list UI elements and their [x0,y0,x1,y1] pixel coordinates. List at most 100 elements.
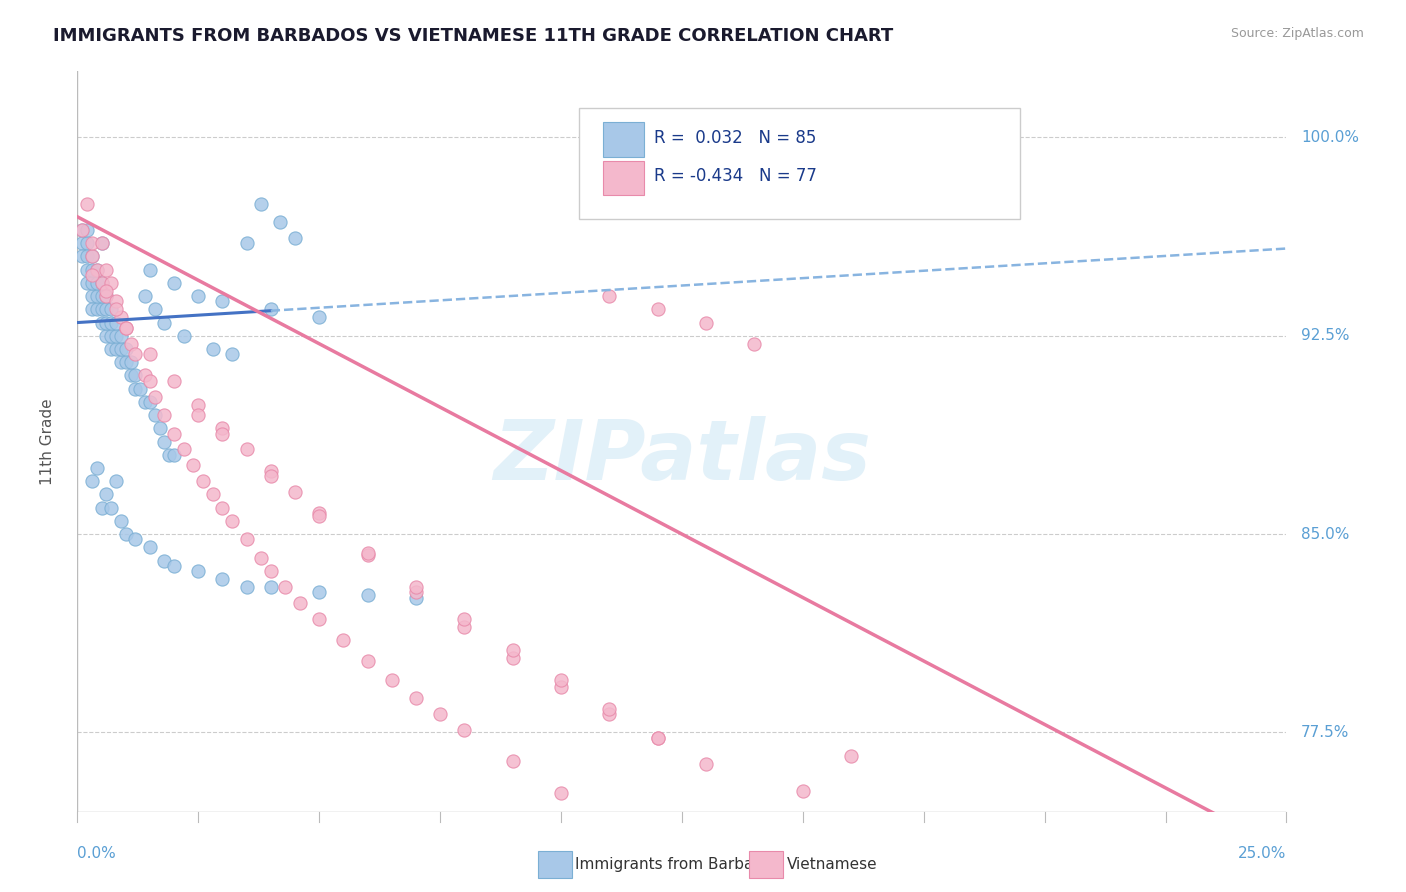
Point [405,580,427,594]
Point [163,276,186,290]
Point [86,289,108,303]
Point [76,250,98,264]
Point [80,474,103,488]
Point [90,276,112,290]
Point [114,321,136,335]
Text: R = -0.434   N = 77: R = -0.434 N = 77 [654,168,817,186]
Text: Immigrants from Barbados: Immigrants from Barbados [575,857,780,871]
Point [187,289,209,303]
Point [86,262,108,277]
Point [647,731,669,745]
Point [120,355,142,369]
Text: 25.0%: 25.0% [1239,847,1286,861]
Point [695,757,717,772]
Point [260,564,283,578]
Point [100,316,122,330]
Point [90,236,112,251]
Point [405,591,427,605]
Point [153,434,176,449]
Point [308,508,330,523]
Point [221,514,243,528]
Point [274,580,297,594]
Point [153,408,176,422]
Point [598,706,620,721]
Point [284,484,307,499]
Point [90,236,112,251]
FancyBboxPatch shape [579,108,1021,219]
Point [86,302,108,317]
Point [100,500,122,515]
Point [134,395,156,409]
Point [187,408,209,422]
Point [211,500,233,515]
Point [105,316,128,330]
Point [502,755,524,769]
Point [308,506,330,520]
Point [153,316,176,330]
Point [110,342,132,356]
Point [502,643,524,657]
Point [211,294,233,309]
Point [695,316,717,330]
Point [143,408,166,422]
Point [598,701,620,715]
Point [96,289,118,303]
Point [191,474,214,488]
Point [163,374,186,388]
Point [792,783,814,797]
Point [550,673,572,687]
Point [114,321,136,335]
Point [76,262,98,277]
Point [157,448,180,462]
Point [114,342,136,356]
Point [76,196,98,211]
Point [356,548,378,562]
Point [96,302,118,317]
Point [100,302,122,317]
Text: Source: ZipAtlas.com: Source: ZipAtlas.com [1230,27,1364,40]
Point [90,302,112,317]
Point [120,336,142,351]
Text: 77.5%: 77.5% [1301,725,1350,739]
Point [100,342,122,356]
Point [80,276,103,290]
Point [76,236,98,251]
Point [86,461,108,475]
Text: 92.5%: 92.5% [1301,328,1350,343]
Point [80,268,103,282]
Point [260,580,283,594]
Text: 0.0%: 0.0% [77,847,117,861]
Point [201,342,224,356]
Point [453,620,475,634]
Point [356,588,378,602]
Point [187,397,209,411]
Text: 100.0%: 100.0% [1301,130,1360,145]
Point [139,395,162,409]
Point [139,374,162,388]
Point [453,723,475,737]
Point [114,527,136,541]
Point [80,262,103,277]
Point [80,250,103,264]
Point [405,691,427,706]
Point [550,786,572,800]
Point [96,284,118,298]
Point [502,651,524,665]
Point [647,731,669,745]
Text: R =  0.032   N = 85: R = 0.032 N = 85 [654,129,817,147]
Point [183,458,205,473]
Point [173,442,195,457]
Point [90,500,112,515]
Point [80,250,103,264]
Point [105,342,128,356]
Point [163,558,186,573]
Point [235,533,257,547]
Point [80,289,103,303]
Point [308,612,330,626]
Point [139,347,162,361]
Point [744,336,766,351]
FancyBboxPatch shape [603,161,644,195]
Point [163,448,186,462]
Point [356,654,378,668]
Point [308,585,330,599]
